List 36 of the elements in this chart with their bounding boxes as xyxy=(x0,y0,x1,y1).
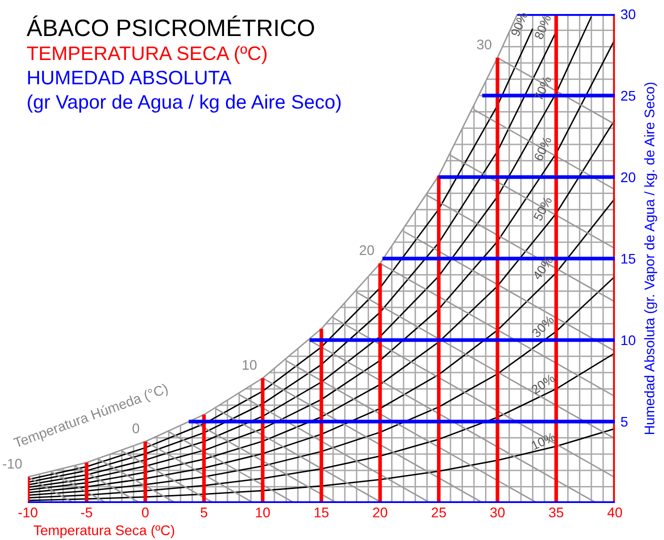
y-tick-label: 30 xyxy=(620,9,636,20)
x-tick-label: 5 xyxy=(200,508,208,518)
annotation: 0 xyxy=(132,423,140,434)
annotation: HUMEDAD ABSOLUTA xyxy=(28,70,232,84)
x-tick-label: -10 xyxy=(18,508,38,518)
x-tick-label: 0 xyxy=(142,508,149,518)
text: TEMPERATURA SECA (ºC) xyxy=(27,46,267,64)
annotation: 80% xyxy=(534,14,552,40)
annotation: 70% xyxy=(534,76,552,101)
y-tick-label: 20 xyxy=(621,172,636,182)
x-tick-label: 25 xyxy=(432,508,446,518)
x-tick-label: 15 xyxy=(314,508,329,518)
x-tick-label: 35 xyxy=(548,508,564,518)
y-tick-label: 25 xyxy=(621,90,636,101)
y-axis-title: Humedad Absoluta (gr. Vapor de Agua / kg. de Aire Seco) xyxy=(644,82,658,434)
y-tick-label: 15 xyxy=(621,254,636,264)
x-tick-label: 20 xyxy=(373,508,388,518)
annotation: 10% xyxy=(530,432,556,450)
y-tick-label: 10 xyxy=(621,335,636,346)
x-axis-title: Temperatura Seca (ºC) xyxy=(34,525,174,538)
y-tick-label: 5 xyxy=(620,416,628,427)
x-tick-label: -5 xyxy=(81,508,92,518)
annotation: 20% xyxy=(530,373,556,394)
annotation: 10 xyxy=(242,360,257,370)
annotation: (gr Vapor de Agua / kg de Aire Seco) xyxy=(28,94,341,113)
annotation: 30 xyxy=(476,40,492,50)
annotation: 30% xyxy=(531,314,555,338)
annotation: -10 xyxy=(2,458,22,469)
x-tick-label: 30 xyxy=(490,508,505,518)
chart-title: ÁBACO PSICROMÉTRICO xyxy=(26,16,314,36)
x-tick-label: 40 xyxy=(607,508,622,518)
annotation: 90% xyxy=(510,11,528,37)
annotation: 20 xyxy=(360,245,374,256)
annotation: 60% xyxy=(534,136,552,162)
annotation: 50% xyxy=(533,196,552,222)
x-tick-label: 10 xyxy=(256,508,270,518)
